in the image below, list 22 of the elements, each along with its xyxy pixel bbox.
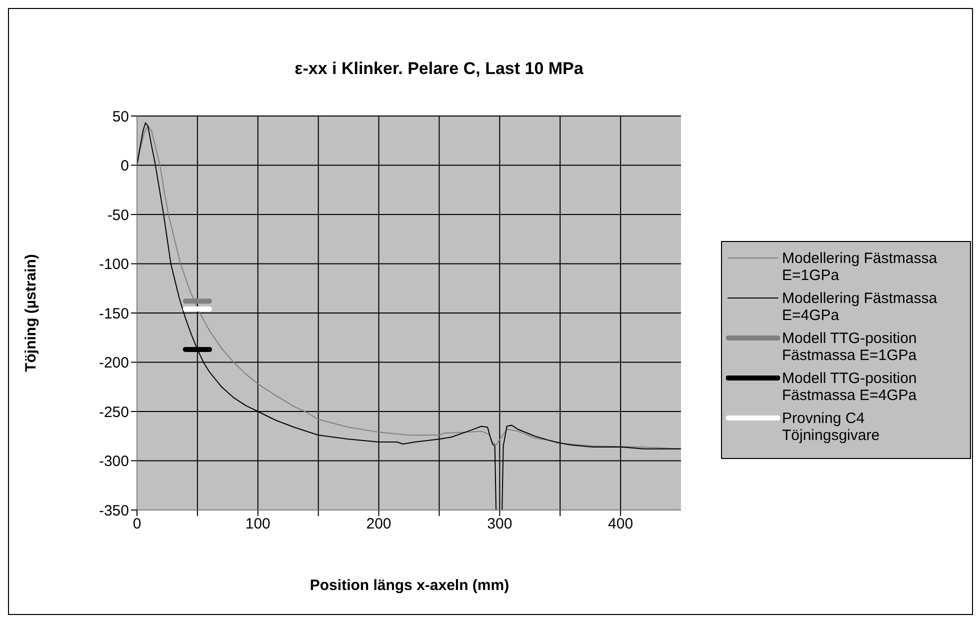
x-tick-label: 0 xyxy=(132,516,142,533)
legend-label: Modell TTG-position Fästmassa E=4GPa xyxy=(782,370,918,404)
y-tick-label: -300 xyxy=(98,453,129,470)
x-tick-label: 400 xyxy=(608,516,634,533)
y-tick-label: 0 xyxy=(120,158,129,175)
y-tick-label: -50 xyxy=(107,206,129,224)
y-tick-label: 50 xyxy=(112,108,129,126)
y-tick-label: -150 xyxy=(98,305,129,322)
y-tick-label: -350 xyxy=(98,502,129,520)
y-tick-label: -100 xyxy=(98,256,129,274)
y-tick-label: -200 xyxy=(98,354,129,372)
y-tick-label: -250 xyxy=(98,404,129,421)
x-tick-label: 200 xyxy=(366,516,392,533)
x-tick-label: 100 xyxy=(245,516,270,533)
legend-label: Modell TTG-position Fästmassa E=1GPa xyxy=(782,330,918,364)
legend-label: Modellering Fästmassa E=4GPa xyxy=(782,290,938,324)
x-axis-title: Position längs x-axeln (mm) xyxy=(308,577,510,594)
legend-label: Provning C4 Töjningsgivare xyxy=(782,410,881,444)
chart-title: ε-xx i Klinker. Pelare C, Last 10 MPa xyxy=(294,59,584,79)
y-axis-title: Töjning (µstrain) xyxy=(22,254,40,372)
legend-label: Modellering Fästmassa E=1GPa xyxy=(782,250,938,284)
x-tick-label: 300 xyxy=(487,516,512,533)
